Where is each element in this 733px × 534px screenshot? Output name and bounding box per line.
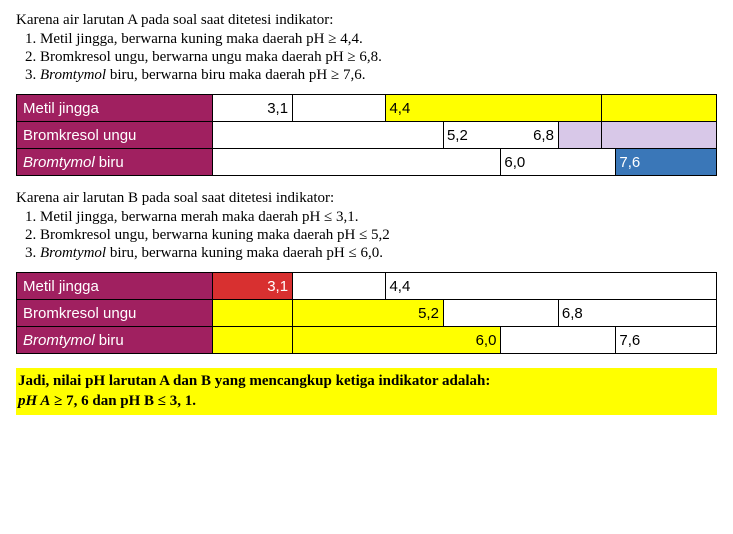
chart-segment: [500, 327, 615, 353]
chart-row: Bromkresol ungu 5,2 6,8: [17, 299, 716, 326]
section-b-intro: Karena air larutan B pada soal saat dite…: [16, 190, 717, 207]
chart-number-label: 6,8: [558, 300, 587, 326]
chart-row: Metil jingga 3,1 4,4: [17, 94, 716, 121]
row-track: 3,1 4,4: [213, 95, 716, 121]
chart-row: Metil jingga 3,1 4,4: [17, 272, 716, 299]
chart-row: Bromtymol biru 6,0 7,6: [17, 326, 716, 353]
item-rest: biru, berwarna kuning maka daerah pH ≤ 6…: [106, 245, 383, 261]
list-item: Bromtymol biru, berwarna kuning maka dae…: [40, 245, 717, 262]
chart-segment: [213, 149, 500, 175]
chart-row: Bromkresol ungu 5,2 6,8: [17, 121, 716, 148]
chart-number-label: 7,6: [615, 149, 644, 175]
section-a-list: Metil jingga, berwarna kuning maka daera…: [22, 31, 717, 84]
chart-row: Bromtymol biru 6,0 7,6: [17, 148, 716, 175]
list-item: Bromkresol ungu, berwarna kuning maka da…: [40, 227, 717, 244]
row-label: Metil jingga: [17, 273, 213, 299]
chart-number-label: 6,0: [472, 327, 501, 353]
conclusion-line2-prefix: pH A: [18, 393, 50, 409]
indicator-chart-a: Metil jingga3,14,4Bromkresol ungu5,26,8B…: [16, 94, 717, 176]
conclusion-line1: Jadi, nilai pH larutan A dan B yang menc…: [18, 373, 490, 389]
italic-prefix: Bromtymol: [40, 67, 106, 83]
list-item: Bromkresol ungu, berwarna ungu maka daer…: [40, 49, 717, 66]
row-track: 6,0 7,6: [213, 149, 716, 175]
chart-segment: [292, 327, 500, 353]
conclusion-line2-math: ≥ 7, 6 dan pH B ≤ 3, 1.: [50, 393, 196, 409]
row-track: 6,0 7,6: [213, 327, 716, 353]
row-label: Metil jingga: [17, 95, 213, 121]
chart-number-label: 6,8: [529, 122, 558, 148]
section-b-list: Metil jingga, berwarna merah maka daerah…: [22, 209, 717, 262]
row-label: Bromkresol ungu: [17, 122, 213, 148]
conclusion-highlight: Jadi, nilai pH larutan A dan B yang menc…: [16, 368, 717, 415]
row-track: 5,2 6,8: [213, 122, 716, 148]
chart-number-label: 6,0: [500, 149, 529, 175]
chart-number-label: 4,4: [385, 95, 414, 121]
chart-number-label: 5,2: [443, 122, 472, 148]
section-a-intro: Karena air larutan A pada soal saat dite…: [16, 12, 717, 29]
row-track: 3,1 4,4: [213, 273, 716, 299]
chart-segment: [213, 300, 292, 326]
chart-segment: [601, 95, 716, 121]
row-label: Bromkresol ungu: [17, 300, 213, 326]
chart-segment: [213, 327, 292, 353]
row-track: 5,2 6,8: [213, 300, 716, 326]
indicator-chart-b: Metil jingga3,14,4Bromkresol ungu5,26,8B…: [16, 272, 717, 354]
chart-segment: [213, 122, 443, 148]
chart-segment: [558, 122, 601, 148]
list-item: Bromtymol biru, berwarna biru maka daera…: [40, 67, 717, 84]
item-rest: biru, berwarna biru maka daerah pH ≥ 7,6…: [106, 67, 365, 83]
chart-number-label: 3,1: [263, 95, 292, 121]
list-item: Metil jingga, berwarna kuning maka daera…: [40, 31, 717, 48]
chart-segment: [443, 300, 558, 326]
chart-segment: [292, 95, 385, 121]
chart-segment: [292, 273, 385, 299]
italic-prefix: Bromtymol: [40, 245, 106, 261]
row-label: Bromtymol biru: [17, 327, 213, 353]
list-item: Metil jingga, berwarna merah maka daerah…: [40, 209, 717, 226]
row-label: Bromtymol biru: [17, 149, 213, 175]
chart-number-label: 4,4: [385, 273, 414, 299]
chart-segment: [601, 122, 716, 148]
chart-segment: [385, 95, 601, 121]
chart-segment: [385, 273, 716, 299]
chart-number-label: 7,6: [615, 327, 644, 353]
chart-number-label: 5,2: [414, 300, 443, 326]
chart-number-label: 3,1: [263, 273, 292, 299]
